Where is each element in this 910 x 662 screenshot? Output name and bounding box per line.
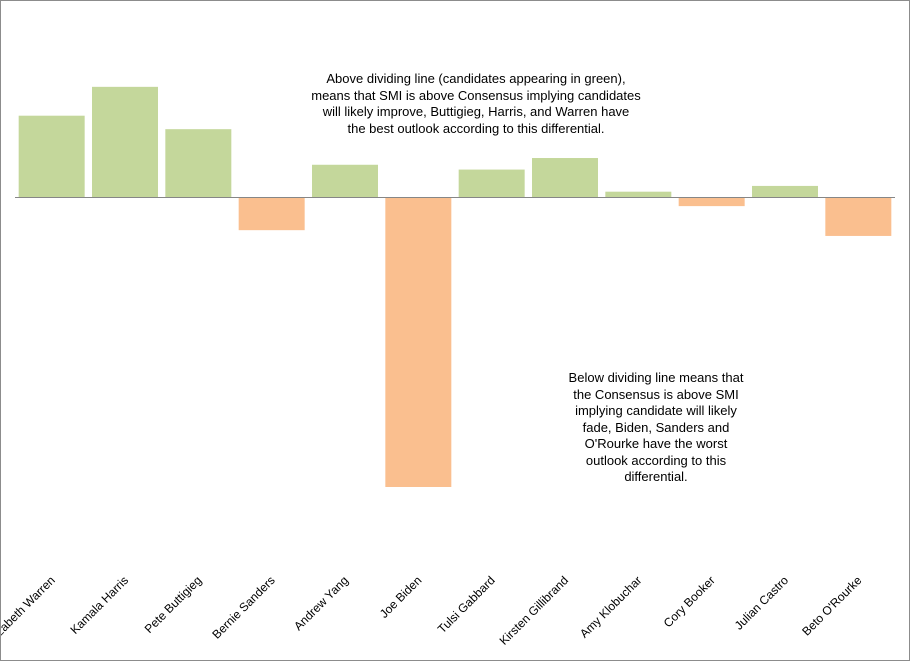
x-tick-label: Elizabeth Warren <box>1 573 58 648</box>
bar-kamala-harris <box>92 86 158 198</box>
bar-julian-castro <box>752 185 818 198</box>
x-tick-label: Cory Booker <box>661 573 718 630</box>
x-tick-label: Kamala Harris <box>67 573 131 637</box>
x-tick-label: Pete Buttigieg <box>142 573 205 636</box>
bar-elizabeth-warren <box>18 115 85 198</box>
bar-kirsten-gillibrand <box>532 158 598 198</box>
bar-bernie-sanders <box>238 197 305 231</box>
bars-group <box>18 86 892 487</box>
bar-joe-biden <box>385 197 452 487</box>
x-tick-labels: Elizabeth Warren Kamala Harris Pete Buttig… <box>1 573 865 648</box>
bar-andrew-yang <box>312 164 378 198</box>
x-tick-label: Joe Biden <box>377 573 425 621</box>
x-tick-label: Amy Klobuchar <box>577 573 644 640</box>
bar-pete-buttigieg <box>165 129 232 198</box>
annotation-above-line: Above dividing line (candidates appearin… <box>311 71 641 136</box>
x-tick-label: Bernie Sanders <box>209 573 277 641</box>
bar-amy-klobuchar <box>605 191 672 198</box>
x-tick-label: Kirsten Gillibrand <box>497 573 572 648</box>
bar-cory-booker <box>678 197 745 207</box>
x-tick-label: Julian Castro <box>732 573 792 633</box>
bar-beto-o-rourke <box>825 197 892 236</box>
x-tick-label: Andrew Yang <box>291 573 351 633</box>
annotation-below-line: Below dividing line means that the Conse… <box>568 370 744 484</box>
x-tick-label: Tulsi Gabbard <box>435 573 498 636</box>
x-tick-label: Beto O'Rourke <box>799 573 865 639</box>
bar-tulsi-gabbard <box>458 169 525 198</box>
